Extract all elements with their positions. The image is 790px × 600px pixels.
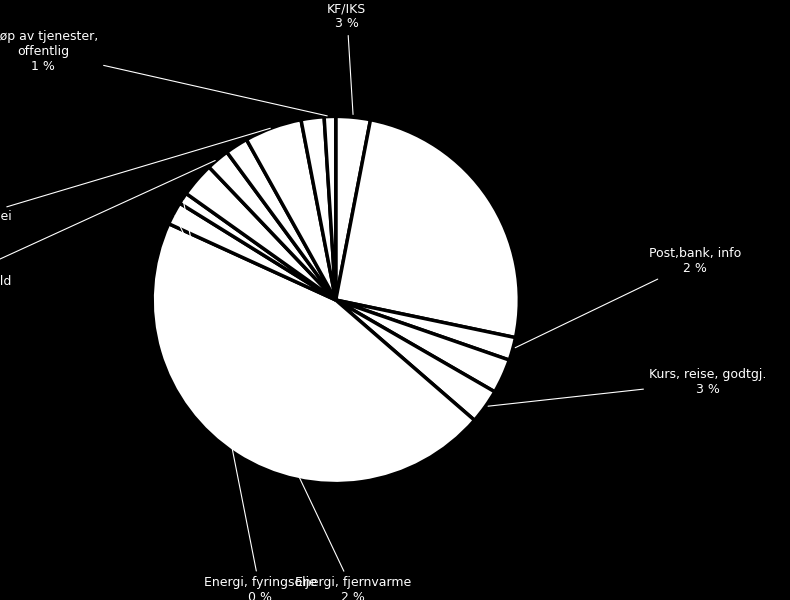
- Text: Kjøp av tjenester,
offentlig
1 %: Kjøp av tjenester, offentlig 1 %: [0, 30, 327, 116]
- Wedge shape: [336, 116, 371, 300]
- Wedge shape: [227, 140, 336, 300]
- Wedge shape: [301, 117, 336, 300]
- Wedge shape: [169, 203, 336, 300]
- Text: Energi, fyringsolje
0 %: Energi, fyringsolje 0 %: [183, 201, 317, 600]
- Wedge shape: [209, 152, 336, 300]
- Text: Materialer til vedlikehold
2 %: Materialer til vedlikehold 2 %: [0, 161, 215, 303]
- Wedge shape: [336, 300, 510, 392]
- Text: Kjøp av tjenester,
KF/IKS
3 %: Kjøp av tjenester, KF/IKS 3 %: [292, 0, 401, 115]
- Wedge shape: [336, 300, 495, 420]
- Wedge shape: [336, 300, 515, 360]
- Wedge shape: [246, 120, 336, 300]
- Wedge shape: [180, 194, 336, 300]
- Wedge shape: [186, 167, 336, 300]
- Wedge shape: [152, 224, 475, 484]
- Text: Post,bank, info
2 %: Post,bank, info 2 %: [515, 247, 741, 348]
- Wedge shape: [324, 116, 336, 300]
- Wedge shape: [336, 120, 519, 338]
- Text: Annen drift bygg/vei
5 %: Annen drift bygg/vei 5 %: [0, 128, 270, 238]
- Text: Kurs, reise, godtgj.
3 %: Kurs, reise, godtgj. 3 %: [488, 368, 766, 406]
- Text: Energi, fjernvarme
2 %: Energi, fjernvarme 2 %: [175, 216, 411, 600]
